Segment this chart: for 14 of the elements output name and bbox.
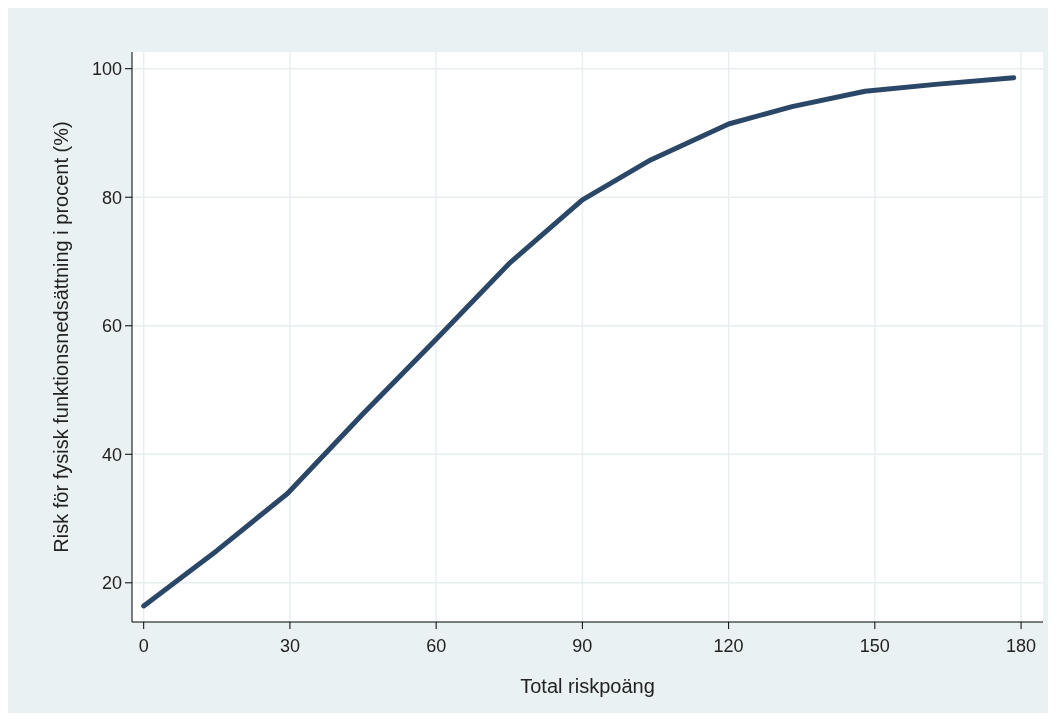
y-tick-label: 80 [101, 187, 122, 208]
y-tick-label: 100 [91, 59, 122, 80]
x-tick-label: 180 [1006, 636, 1037, 656]
y-tick-label: 20 [101, 573, 122, 594]
y-tick-label: 40 [101, 444, 122, 465]
x-tick-label: 120 [713, 636, 744, 656]
x-tick-label: 0 [138, 636, 149, 656]
y-tick-label: 60 [101, 316, 122, 337]
x-tick-label: 90 [572, 636, 593, 656]
y-axis-title: Risk för fysisk funktionsnedsättning i procent (%) [50, 121, 72, 553]
x-tick-label: 60 [426, 636, 447, 656]
x-tick-label: 150 [859, 636, 890, 656]
x-axis-title: Total riskpoäng [520, 675, 655, 697]
x-tick-label: 30 [279, 636, 300, 656]
